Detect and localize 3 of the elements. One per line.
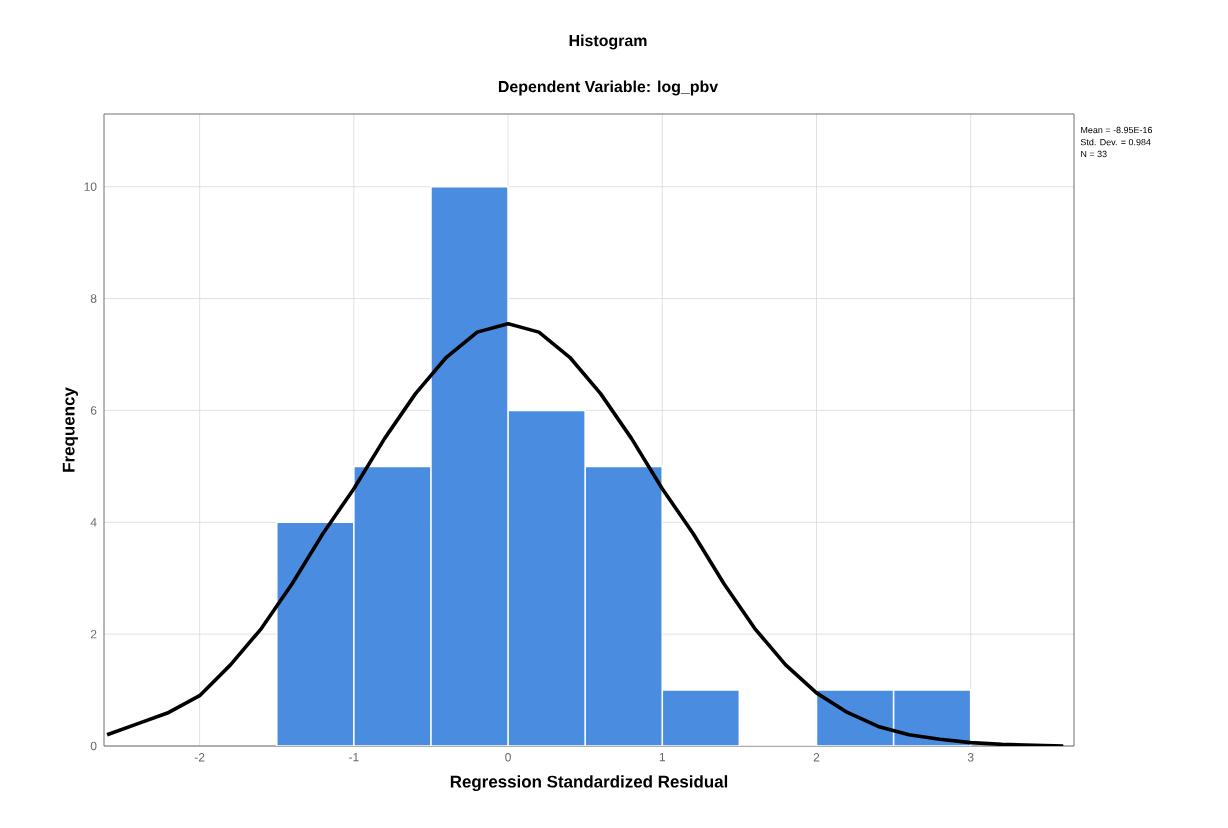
y-axis-title: Frequency <box>62 387 78 472</box>
line-series <box>105 321 1066 746</box>
x-axis-title: Regression Standardized Residual <box>450 775 728 792</box>
